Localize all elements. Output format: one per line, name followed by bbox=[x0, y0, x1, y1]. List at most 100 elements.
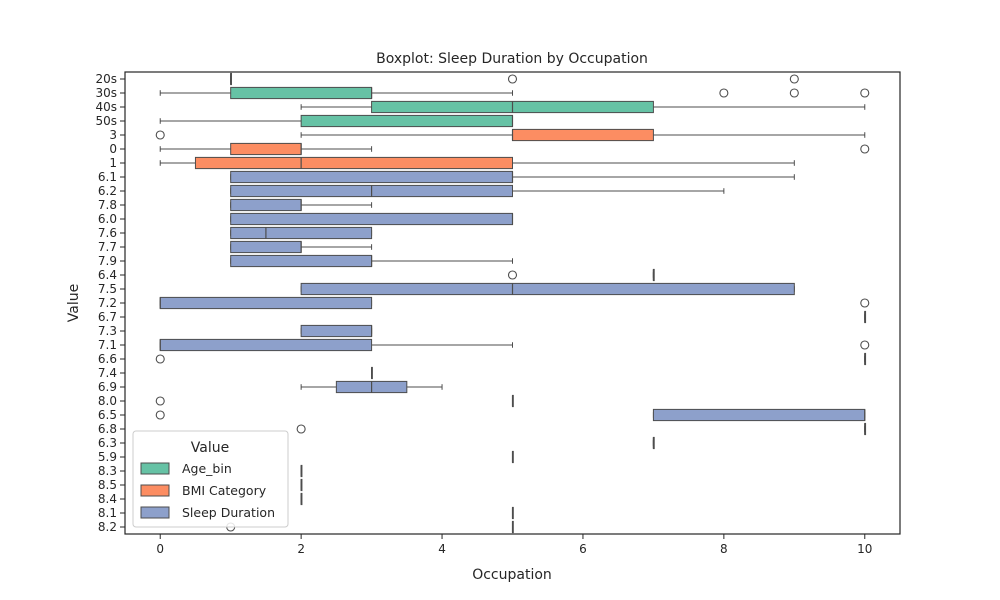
y-tick-label: 8.3 bbox=[98, 464, 117, 478]
box-6.5 bbox=[155, 408, 866, 422]
box-8.3 bbox=[300, 464, 303, 478]
x-axis: 0 2 4 6 8 10 bbox=[156, 534, 872, 556]
box-7.7 bbox=[230, 240, 373, 254]
flier-point bbox=[789, 74, 799, 84]
y-tick-label: 7.3 bbox=[98, 324, 117, 338]
legend-label: BMI Category bbox=[182, 483, 267, 498]
box-6.8 bbox=[296, 422, 867, 436]
box-1 bbox=[159, 156, 795, 170]
plot-area bbox=[155, 72, 870, 534]
y-tick-label: 8.0 bbox=[98, 394, 117, 408]
flier-point bbox=[155, 396, 165, 406]
box-7.1 bbox=[159, 338, 870, 352]
y-tick-label: 5.9 bbox=[98, 450, 117, 464]
x-tick-label: 6 bbox=[579, 542, 587, 556]
flier-point bbox=[155, 410, 165, 420]
legend-swatch bbox=[140, 462, 170, 475]
box-7.6 bbox=[230, 226, 373, 240]
y-tick-label: 6.6 bbox=[98, 352, 117, 366]
y-tick-label: 6.9 bbox=[98, 380, 117, 394]
box-body bbox=[230, 212, 513, 226]
box-6.3 bbox=[652, 436, 655, 450]
flier-point bbox=[507, 74, 518, 84]
legend-label: Sleep Duration bbox=[182, 505, 275, 520]
y-tick-label: 6.0 bbox=[98, 212, 117, 226]
flier-point bbox=[719, 88, 729, 98]
y-tick-label: 7.4 bbox=[98, 366, 117, 380]
box-6.4 bbox=[507, 268, 655, 282]
box-body bbox=[159, 296, 373, 310]
box-body bbox=[230, 226, 373, 240]
x-axis-label: Occupation bbox=[472, 567, 552, 583]
y-tick-label: 3 bbox=[109, 128, 117, 142]
box-body bbox=[300, 114, 513, 128]
box-20s bbox=[230, 72, 799, 86]
x-tick-label: 0 bbox=[156, 542, 164, 556]
box-body bbox=[230, 170, 513, 184]
y-tick-label: 7.8 bbox=[98, 198, 117, 212]
box-6.1 bbox=[230, 170, 795, 184]
box-body bbox=[300, 282, 795, 296]
y-tick-label: 6.3 bbox=[98, 436, 117, 450]
y-tick-label: 8.5 bbox=[98, 478, 117, 492]
box-0 bbox=[159, 142, 870, 156]
y-tick-label: 7.9 bbox=[98, 254, 117, 268]
y-tick-label: 6.8 bbox=[98, 422, 117, 436]
box-6.7 bbox=[864, 310, 867, 324]
flier-point bbox=[860, 298, 870, 308]
box-body bbox=[230, 254, 373, 268]
box-body bbox=[194, 156, 513, 170]
y-tick-label: 8.1 bbox=[98, 506, 117, 520]
box-7.2 bbox=[159, 296, 870, 310]
y-tick-label: 7.6 bbox=[98, 226, 117, 240]
box-6.0 bbox=[230, 212, 514, 226]
box-body bbox=[652, 408, 866, 422]
box-30s bbox=[159, 86, 870, 100]
flier-point bbox=[296, 424, 306, 434]
chart-title: Boxplot: Sleep Duration by Occupation bbox=[376, 51, 648, 67]
box-body bbox=[230, 142, 302, 156]
flier-point bbox=[789, 88, 799, 98]
legend-label: Age_bin bbox=[182, 461, 232, 476]
box-8.5 bbox=[300, 478, 303, 492]
y-tick-label: 40s bbox=[95, 100, 117, 114]
legend-swatch bbox=[140, 506, 170, 519]
y-tick-label: 7.5 bbox=[98, 282, 117, 296]
box-body bbox=[230, 86, 373, 100]
x-tick-label: 2 bbox=[297, 542, 305, 556]
y-tick-label: 8.2 bbox=[98, 520, 117, 534]
y-axis-label: Value bbox=[66, 284, 82, 322]
flier-point bbox=[860, 88, 870, 98]
box-7.8 bbox=[230, 198, 373, 212]
y-tick-label: 6.5 bbox=[98, 408, 117, 422]
box-5.9 bbox=[511, 450, 514, 464]
y-tick-label: 7.1 bbox=[98, 338, 117, 352]
y-tick-label: 6.1 bbox=[98, 170, 117, 184]
y-tick-label: 6.7 bbox=[98, 310, 117, 324]
x-tick-label: 8 bbox=[720, 542, 728, 556]
box-body bbox=[159, 338, 373, 352]
y-tick-label: 8.4 bbox=[98, 492, 117, 506]
y-axis: 20s30s40s50s3016.16.27.86.07.67.77.96.47… bbox=[95, 72, 125, 534]
y-tick-label: 20s bbox=[95, 72, 117, 86]
box-7.9 bbox=[230, 254, 513, 268]
y-tick-label: 30s bbox=[95, 86, 117, 100]
legend-title: Value bbox=[191, 440, 229, 456]
flier-point bbox=[155, 354, 165, 364]
box-body bbox=[300, 324, 373, 338]
y-tick-label: 6.4 bbox=[98, 268, 117, 282]
box-50s bbox=[159, 114, 514, 128]
legend-frame bbox=[132, 430, 289, 528]
box-6.6 bbox=[155, 352, 867, 366]
y-tick-label: 7.2 bbox=[98, 296, 117, 310]
y-tick-label: 0 bbox=[109, 142, 117, 156]
y-tick-label: 6.2 bbox=[98, 184, 117, 198]
box-8.0 bbox=[155, 394, 514, 408]
box-7.4 bbox=[370, 366, 373, 380]
legend-swatch bbox=[140, 484, 170, 497]
box-body bbox=[230, 198, 302, 212]
box-7.3 bbox=[300, 324, 373, 338]
box-body bbox=[230, 240, 302, 254]
box-8.1 bbox=[511, 506, 514, 520]
box-8.4 bbox=[300, 492, 303, 506]
